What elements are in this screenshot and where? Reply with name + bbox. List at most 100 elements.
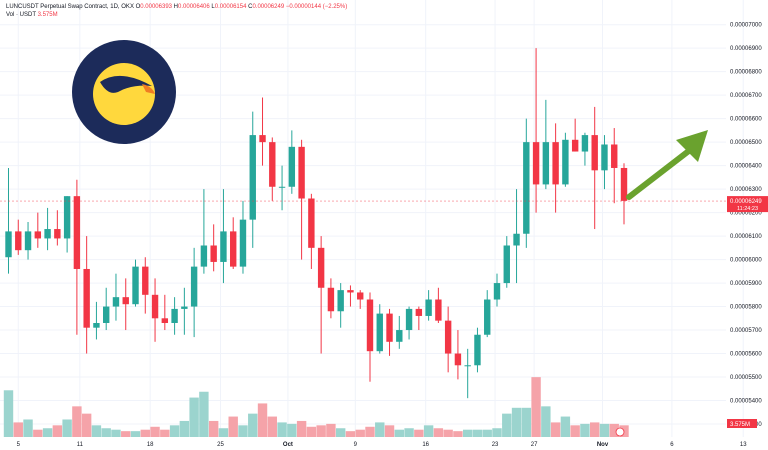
volume-bar (462, 429, 473, 437)
candle-body (591, 135, 598, 171)
candle-body (103, 306, 110, 323)
volume-bar (443, 429, 453, 437)
candle-body (122, 297, 129, 305)
volume-bar (287, 423, 297, 437)
volume-tag-value: 3.575M (730, 422, 750, 428)
candle-body (405, 308, 413, 331)
candle-body (562, 139, 569, 185)
volume-bar (482, 429, 492, 437)
x-tick-label: 13 (740, 442, 747, 448)
volume-bar (199, 391, 209, 437)
y-tick-label: 0.00005500 (730, 375, 762, 381)
high-label: H (173, 4, 179, 10)
volume-bar (306, 426, 317, 437)
volume-bar (541, 406, 551, 437)
candle-body (200, 245, 208, 267)
candle-body (396, 330, 403, 342)
volume-bar (160, 429, 170, 437)
volume-bar (560, 416, 571, 437)
candle-body (259, 135, 266, 143)
y-tick-label: 0.00005800 (730, 305, 762, 311)
volume-bar (238, 425, 248, 437)
candle-body (24, 231, 32, 251)
candle-body (454, 353, 462, 366)
volume-label: Vol · USDT (6, 12, 36, 18)
candle-body (132, 266, 139, 305)
volume-bar (550, 422, 561, 437)
candle-body (493, 283, 501, 300)
symbol-title: LUNCUSDT Perpetual Swap Contract, 1D, OK… (6, 4, 134, 10)
x-tick-label: 16 (422, 442, 429, 448)
open-label: O (135, 4, 141, 10)
y-tick-label: 0.00006500 (730, 140, 762, 146)
volume-bar (521, 407, 532, 437)
candle-body (581, 135, 589, 152)
candle-body (513, 233, 520, 246)
candle-body (73, 196, 81, 269)
x-tick-label: 11 (77, 442, 84, 448)
candle-body (54, 229, 61, 239)
y-tick-label: 0.00005400 (730, 399, 762, 405)
volume-bar (433, 428, 444, 437)
logo-accent (142, 84, 155, 94)
volume-bar (208, 420, 219, 437)
candle-body (532, 142, 540, 185)
candle-body (601, 144, 608, 171)
volume-bar (609, 423, 619, 437)
candle-body (5, 231, 12, 258)
candle-body (83, 268, 90, 328)
candle-body (366, 299, 374, 352)
y-tick-label: 0.00006800 (730, 70, 762, 76)
volume-bar (42, 428, 53, 437)
y-tick-label: 0.00006700 (730, 93, 762, 99)
volume-bar (472, 429, 483, 437)
arrow-head (676, 130, 708, 162)
candle-body (220, 231, 227, 262)
y-tick-label: 0.00006400 (730, 164, 762, 170)
volume-bar (296, 420, 307, 437)
volume-bar (570, 425, 580, 437)
volume-bar (228, 416, 238, 437)
candle-body (552, 142, 559, 185)
volume-bar (91, 425, 102, 437)
volume-bar (52, 425, 63, 437)
high-value: 0.00006406 (178, 4, 210, 10)
candle-body (112, 297, 120, 307)
volume-bar (531, 377, 541, 437)
volume-bar (169, 425, 180, 437)
x-tick-label: 23 (492, 442, 499, 448)
candle-body (523, 142, 530, 234)
volume-bar (511, 407, 522, 437)
close-value: 0.00006249 (252, 4, 285, 10)
volume-bar (502, 413, 512, 437)
x-tick-label: 18 (147, 442, 154, 448)
candle-body (376, 313, 383, 352)
volume-bar (599, 423, 610, 437)
x-tick-label: Nov (597, 442, 609, 448)
y-tick-label: 0.00006000 (730, 258, 762, 264)
volume-bar (189, 397, 199, 437)
candle-body (347, 290, 354, 293)
candle-body (357, 292, 364, 300)
candle-body (415, 308, 423, 316)
volume-bar (140, 429, 150, 437)
y-tick-label: 0.00006300 (730, 187, 762, 193)
volume-bar (3, 390, 14, 437)
volume-bar (248, 413, 258, 437)
candle-body (317, 247, 325, 288)
candle-body (474, 334, 481, 366)
volume-bar (394, 429, 404, 437)
chart-header: LUNCUSDT Perpetual Swap Contract, 1D, OK… (6, 3, 347, 11)
volume-bar (101, 428, 111, 437)
y-tick-label: 0.00006900 (730, 46, 762, 52)
volume-bar (453, 431, 463, 437)
volume-bar (345, 431, 356, 437)
y-tick-label: 0.00005700 (730, 328, 762, 334)
volume-tag: 3.575M (727, 419, 757, 428)
volume-bar (277, 422, 287, 437)
y-tick-label: 0.00007000 (730, 23, 762, 29)
volume-bar (121, 431, 131, 437)
volume-bar (130, 431, 141, 437)
low-value: 0.00006154 (214, 4, 247, 10)
